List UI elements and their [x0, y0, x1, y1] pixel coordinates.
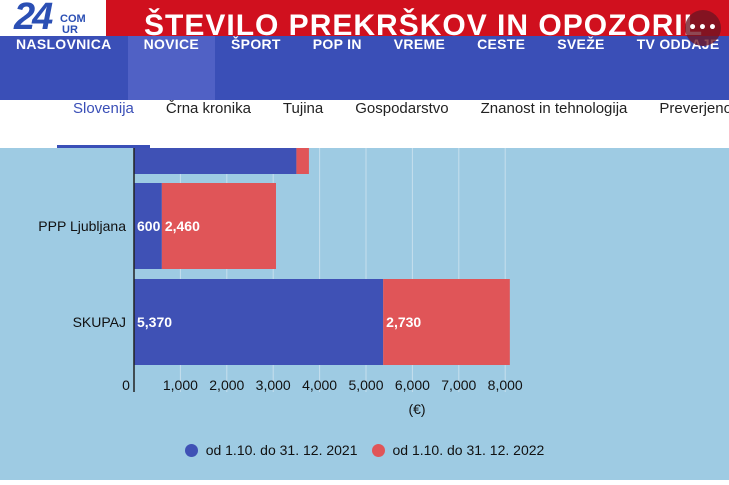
nav-item-pop-in[interactable]: POP IN [312, 36, 362, 52]
category-label-2: SKUPAJ [73, 314, 126, 330]
nav-item-naslovnica[interactable]: NASLOVNICA [16, 36, 112, 52]
x-tick-label-8: 8,000 [488, 377, 523, 393]
tab-gospodarstvo[interactable]: Gospodarstvo [355, 100, 449, 117]
legend-item-2022[interactable]: od 1.10. do 31. 12. 2022 [371, 442, 545, 458]
headline-title: ŠTEVILO PREKRŠKOV IN OPOZORIL [144, 9, 704, 36]
bar-value-label-1-0: 600 [137, 218, 161, 234]
x-tick-label-6: 6,000 [395, 377, 430, 393]
legend-label-2022: od 1.10. do 31. 12. 2022 [392, 442, 545, 458]
sub-nav: Slovenija Črna kronika Tujina Gospodarst… [0, 100, 729, 148]
nav-item-ceste[interactable]: CESTE [477, 36, 526, 52]
main-nav: NASLOVNICA NOVICE ŠPORT POP IN VREME CES… [0, 36, 729, 100]
x-tick-label-0: 0 [122, 377, 130, 393]
tab-znanost-in-tehnologija[interactable]: Znanost in tehnologija [480, 100, 628, 117]
legend-item-2021[interactable]: od 1.10. do 31. 12. 2021 [184, 442, 358, 458]
bar-segment-1-1 [161, 183, 276, 269]
site-logo[interactable]: 24 COM UR [0, 0, 106, 36]
bar-value-label-1-1: 2,460 [165, 218, 200, 234]
tab-tujina[interactable]: Tujina [282, 100, 324, 117]
category-labels: PPP Ljubljana SKUPAJ [38, 218, 126, 330]
tab-slovenija[interactable]: Slovenija [57, 100, 150, 148]
x-tick-labels: 0 1,000 2,000 3,000 4,000 5,000 6,000 7,000 8,00… [122, 377, 523, 393]
x-tick-label-1: 1,000 [163, 377, 198, 393]
bar-value-label-2-1: 2,730 [386, 314, 421, 330]
bar-segment-1-0 [134, 183, 162, 269]
legend-dot-2022 [371, 443, 385, 457]
bar-segment-2-1 [383, 279, 510, 365]
logo-ur: UR [62, 24, 78, 36]
bottom-strip [0, 480, 729, 485]
tab-preverjeno[interactable]: Preverjeno [659, 100, 729, 117]
nav-item-sport[interactable]: ŠPORT [231, 36, 281, 52]
nav-item-sveze[interactable]: SVEŽE [557, 36, 605, 52]
nav-item-vreme[interactable]: VREME [393, 36, 446, 52]
headline-band: ŠTEVILO PREKRŠKOV IN OPOZORIL [106, 0, 729, 36]
logo-number: 24 [14, 0, 53, 36]
category-label-1: PPP Ljubljana [38, 218, 126, 234]
x-tick-label-3: 3,000 [256, 377, 291, 393]
x-tick-label-4: 4,000 [302, 377, 337, 393]
x-tick-label-5: 5,000 [348, 377, 383, 393]
chart-legend: od 1.10. do 31. 12. 2021 od 1.10. do 31.… [0, 442, 729, 458]
x-axis-label: (€) [408, 401, 425, 417]
x-tick-label-2: 2,000 [209, 377, 244, 393]
tab-crna-kronika[interactable]: Črna kronika [165, 100, 251, 117]
legend-label-2021: od 1.10. do 31. 12. 2021 [205, 442, 358, 458]
nav-item-tv-oddaje[interactable]: TV ODDAJE [636, 36, 720, 52]
x-tick-label-7: 7,000 [441, 377, 476, 393]
more-options-button[interactable]: ••• [685, 10, 721, 46]
bar-segment-2-0 [134, 279, 384, 365]
bar-value-label-2-0: 5,370 [137, 314, 172, 330]
chart-bars: 600 2,460 5,370 2,730 [134, 124, 510, 365]
top-bar: 24 COM UR ŠTEVILO PREKRŠKOV IN OPOZORIL [0, 0, 729, 36]
legend-dot-2021 [184, 443, 198, 457]
nav-item-novice[interactable]: NOVICE [127, 36, 216, 100]
logo-com: COM [60, 13, 86, 25]
